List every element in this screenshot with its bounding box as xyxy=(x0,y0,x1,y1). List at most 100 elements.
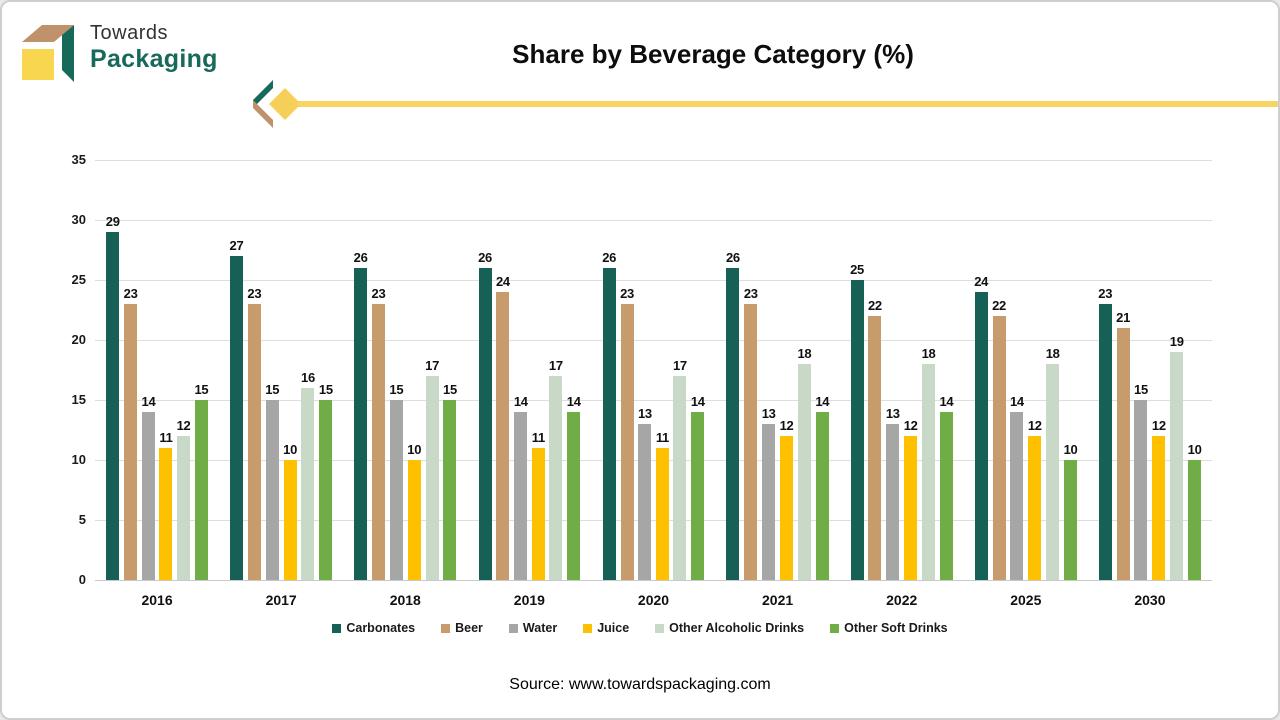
bar-value-label: 10 xyxy=(1187,442,1202,457)
bar-beer-2021 xyxy=(744,304,758,580)
bar-value-label: 12 xyxy=(1027,418,1042,433)
x-axis-label-2016: 2016 xyxy=(141,592,173,608)
bar-col-2022: 12 xyxy=(904,160,918,580)
bar-group-2018: 26 23 15 10 17 15 2018 xyxy=(343,160,467,608)
bar-col-2016: 14 xyxy=(142,160,156,580)
bar-beer-2022 xyxy=(868,316,882,580)
bar-col-2022: 18 xyxy=(922,160,936,580)
y-axis-tick-15: 15 xyxy=(71,392,86,407)
bar-other-alcoholic-drinks-2017 xyxy=(301,388,315,580)
bar-value-label: 25 xyxy=(850,262,864,277)
bar-col-2020: 13 xyxy=(638,160,652,580)
bar-water-2025 xyxy=(1010,412,1024,580)
bar-other-alcoholic-drinks-2021 xyxy=(797,364,811,580)
bar-beer-2025 xyxy=(992,316,1006,580)
chart-legend: Carbonates Beer Water Juice Other Alcoholic … xyxy=(2,621,1278,635)
bar-col-2025: 10 xyxy=(1064,160,1078,580)
bar-col-2017: 23 xyxy=(247,160,262,580)
gridline-0 xyxy=(95,579,1212,581)
legend-item-carbonates: Carbonates xyxy=(332,621,415,635)
x-axis-label-2018: 2018 xyxy=(389,592,421,608)
bar-value-label: 23 xyxy=(371,286,386,301)
source-text: Source: www.towardspackaging.com xyxy=(509,676,771,693)
bar-value-label: 16 xyxy=(301,370,315,385)
legend-label: Water xyxy=(522,621,558,635)
bar-other-alcoholic-drinks-2018 xyxy=(425,376,439,580)
bar-col-2017: 16 xyxy=(301,160,315,580)
bar-beer-2030 xyxy=(1116,328,1130,580)
bar-col-2030: 19 xyxy=(1170,160,1184,580)
gridline-20 xyxy=(95,339,1212,341)
bar-col-2019: 11 xyxy=(532,160,545,580)
bar-group-2016: 29 23 14 11 12 15 2016 xyxy=(95,160,219,608)
legend-swatch-icon xyxy=(655,623,665,633)
bar-value-label: 23 xyxy=(247,286,262,301)
bar-col-2021: 18 xyxy=(797,160,812,580)
y-axis-tick-20: 20 xyxy=(71,332,86,347)
legend-item-other-soft-drinks: Other Soft Drinks xyxy=(830,621,948,635)
bar-col-2021: 14 xyxy=(815,160,830,580)
bar-other-alcoholic-drinks-2019 xyxy=(549,376,563,580)
legend-label: Beer xyxy=(455,621,483,635)
bar-value-label: 26 xyxy=(725,250,740,265)
bar-other-soft-drinks-2020 xyxy=(691,412,705,580)
bar-col-2018: 23 xyxy=(372,160,386,580)
bar-group-2019: 26 24 14 11 17 14 2019 xyxy=(467,160,591,608)
bar-value-label: 11 xyxy=(531,430,545,445)
bar-col-2017: 15 xyxy=(319,160,333,580)
x-axis-label-2020: 2020 xyxy=(637,592,670,608)
bar-col-2025: 24 xyxy=(974,160,988,580)
bar-col-2021: 23 xyxy=(744,160,758,580)
bar-col-2020: 14 xyxy=(691,160,705,580)
legend-item-beer: Beer xyxy=(441,621,483,635)
bar-col-2019: 14 xyxy=(567,160,581,580)
bar-col-2018: 15 xyxy=(443,160,457,580)
bar-water-2021 xyxy=(762,424,776,580)
bar-value-label: 15 xyxy=(265,382,280,397)
bar-col-2030: 15 xyxy=(1134,160,1148,580)
legend-swatch-icon xyxy=(508,623,518,633)
bar-juice-2018 xyxy=(407,460,421,580)
bar-col-2020: 11 xyxy=(656,160,669,580)
bar-value-label: 15 xyxy=(389,382,404,397)
bar-value-label: 13 xyxy=(885,406,900,421)
legend-item-juice: Juice xyxy=(583,621,629,635)
bar-col-2030: 21 xyxy=(1116,160,1130,580)
bar-col-2018: 10 xyxy=(407,160,421,580)
legend-label: Other Alcoholic Drinks xyxy=(669,621,805,635)
bar-col-2030: 10 xyxy=(1188,160,1202,580)
legend-item-water: Water xyxy=(508,621,558,635)
bar-value-label: 17 xyxy=(673,358,687,373)
bar-water-2022 xyxy=(886,424,900,580)
bar-col-2025: 14 xyxy=(1010,160,1024,580)
gridline-5 xyxy=(95,519,1212,521)
bar-group-2020: 26 23 13 11 17 14 2020 xyxy=(591,160,715,608)
gridline-25 xyxy=(95,279,1212,281)
bar-value-label: 26 xyxy=(478,250,492,265)
bar-col-2030: 23 xyxy=(1098,160,1112,580)
bar-value-label: 23 xyxy=(743,286,758,301)
bar-value-label: 26 xyxy=(602,250,617,265)
bar-col-2017: 27 xyxy=(230,160,244,580)
bar-col-2016: 29 xyxy=(106,160,120,580)
bar-col-2030: 12 xyxy=(1152,160,1166,580)
legend-item-other-alcoholic-drinks: Other Alcoholic Drinks xyxy=(655,621,804,635)
bar-value-label: 12 xyxy=(1151,418,1166,433)
bar-value-label: 14 xyxy=(815,394,830,409)
bar-value-label: 11 xyxy=(655,430,669,445)
bar-value-label: 18 xyxy=(797,346,812,361)
bar-other-alcoholic-drinks-2030 xyxy=(1170,352,1184,580)
bar-group-2022: 25 22 13 12 18 14 2022 xyxy=(840,160,964,608)
y-axis-tick-35: 35 xyxy=(71,152,86,167)
bar-other-alcoholic-drinks-2020 xyxy=(673,376,687,580)
bar-value-label: 26 xyxy=(353,250,368,265)
bar-water-2020 xyxy=(638,424,652,580)
chart-title: Share by Beverage Category (%) xyxy=(512,39,914,69)
bar-group-2025: 24 22 14 12 18 10 2025 xyxy=(964,160,1088,608)
y-axis-tick-30: 30 xyxy=(71,212,86,227)
bar-juice-2022 xyxy=(904,436,918,580)
bar-value-label: 23 xyxy=(1098,286,1113,301)
bar-water-2017 xyxy=(265,400,279,580)
bar-carbonates-2016 xyxy=(106,232,120,580)
